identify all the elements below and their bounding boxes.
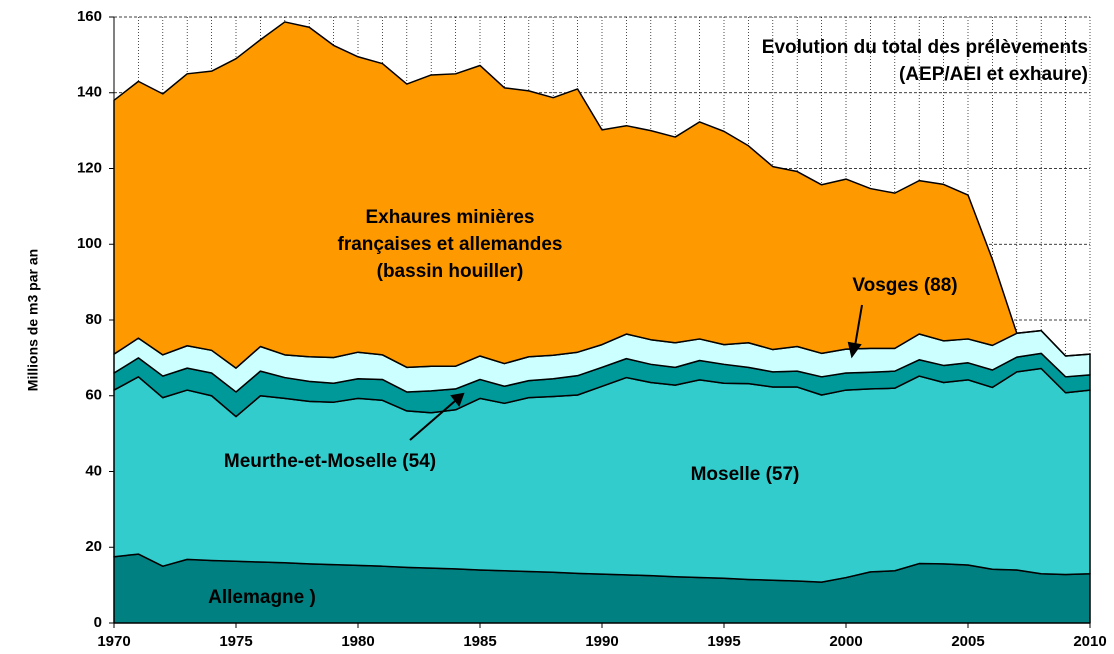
area [113, 21, 1091, 369]
x-tick-label: 1975 [219, 633, 252, 650]
y-tick-label: 20 [85, 538, 102, 555]
axes: 0 20 40 60 80 100 120 140 160 1970 1975 1980 1985 199… [77, 8, 1107, 650]
series-label: Meurthe-et-Moselle (54) [224, 451, 436, 472]
series-label: Vosges (88) [852, 275, 957, 296]
x-tick-label: 2005 [951, 633, 984, 650]
x-tick-label: 1990 [585, 633, 618, 650]
y-tick-label: 40 [85, 462, 102, 479]
y-axis-label: Millions de m3 par an [25, 249, 41, 391]
arrows [409, 304, 863, 441]
y-tick-label: 0 [94, 614, 102, 631]
x-tick-label: 1980 [341, 633, 374, 650]
y-tick-label: 80 [85, 311, 102, 328]
y-tick-label: 120 [77, 159, 102, 176]
series-label: Moselle (57) [691, 464, 800, 485]
y-tick-label: 60 [85, 387, 102, 404]
x-tick-label: 2010 [1073, 633, 1106, 650]
series-label: Allemagne ) [208, 587, 316, 608]
x-tick-label: 2000 [829, 633, 862, 650]
arrow [409, 400, 456, 441]
arrow-head [450, 392, 465, 408]
x-tick-label: 1970 [97, 633, 130, 650]
series-label: françaises et allemandes [338, 234, 563, 255]
y-tick-label: 140 [77, 84, 102, 101]
series-label: Exhaures minières [366, 207, 535, 228]
arrow [854, 304, 863, 347]
x-tick-label: 1985 [463, 633, 496, 650]
chart-title: (AEP/AEI et exhaure) [899, 64, 1088, 85]
area [113, 367, 1091, 583]
x-tick-label: 1995 [707, 633, 740, 650]
series-label: (bassin houiller) [377, 261, 524, 282]
arrow-head [847, 341, 862, 359]
labels: Evolution du total des prélèvements (AEP/… [208, 37, 1088, 608]
y-tick-label: 160 [77, 8, 102, 25]
y-tick-label: 100 [77, 235, 102, 252]
chart-title: Evolution du total des prélèvements [762, 37, 1088, 58]
areas [113, 21, 1091, 624]
